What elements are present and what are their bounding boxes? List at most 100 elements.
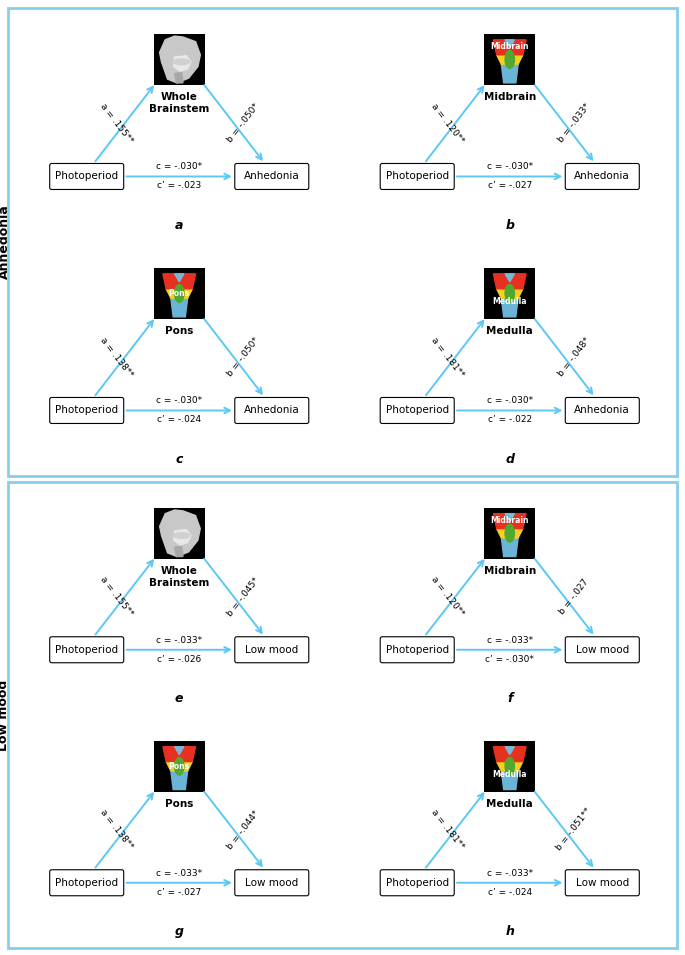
FancyBboxPatch shape bbox=[380, 870, 454, 896]
Text: b = -.050*: b = -.050* bbox=[226, 336, 262, 378]
Text: Photoperiod: Photoperiod bbox=[386, 406, 449, 415]
Polygon shape bbox=[175, 546, 183, 557]
Text: Low mood: Low mood bbox=[575, 878, 629, 888]
FancyBboxPatch shape bbox=[50, 870, 124, 896]
Text: b = -.027: b = -.027 bbox=[558, 577, 590, 616]
Text: f: f bbox=[507, 692, 512, 705]
Text: Medulla: Medulla bbox=[486, 327, 533, 336]
Text: c = -.030*: c = -.030* bbox=[156, 162, 202, 172]
Polygon shape bbox=[501, 64, 518, 83]
Polygon shape bbox=[175, 73, 183, 83]
Text: Midbrain: Midbrain bbox=[490, 42, 529, 51]
Text: c’ = -.024: c’ = -.024 bbox=[488, 888, 532, 897]
FancyBboxPatch shape bbox=[50, 637, 124, 663]
FancyBboxPatch shape bbox=[8, 482, 677, 948]
Text: Anhedonia: Anhedonia bbox=[244, 172, 299, 181]
Text: a = .138**: a = .138** bbox=[99, 808, 135, 851]
Text: b = -.033*: b = -.033* bbox=[556, 102, 592, 144]
Text: Low mood: Low mood bbox=[245, 878, 299, 888]
Text: Photoperiod: Photoperiod bbox=[386, 878, 449, 888]
Text: c’ = -.024: c’ = -.024 bbox=[157, 415, 201, 424]
Text: Photoperiod: Photoperiod bbox=[386, 645, 449, 655]
FancyBboxPatch shape bbox=[235, 870, 309, 896]
Text: c = -.033*: c = -.033* bbox=[156, 869, 202, 878]
Text: h: h bbox=[506, 925, 514, 938]
Text: Photoperiod: Photoperiod bbox=[386, 172, 449, 181]
Polygon shape bbox=[493, 747, 526, 761]
Polygon shape bbox=[166, 288, 192, 298]
Text: Medulla: Medulla bbox=[493, 297, 527, 307]
Text: a = .120**: a = .120** bbox=[429, 101, 465, 145]
Polygon shape bbox=[493, 274, 526, 288]
FancyBboxPatch shape bbox=[153, 508, 205, 559]
Polygon shape bbox=[163, 747, 195, 761]
FancyBboxPatch shape bbox=[153, 267, 205, 319]
Text: c’ = -.022: c’ = -.022 bbox=[488, 415, 532, 424]
Text: Anhedonia: Anhedonia bbox=[244, 406, 299, 415]
Text: b = -.050*: b = -.050* bbox=[226, 102, 262, 144]
Ellipse shape bbox=[175, 757, 184, 775]
FancyBboxPatch shape bbox=[484, 508, 536, 559]
FancyBboxPatch shape bbox=[380, 163, 454, 189]
Text: c’ = -.030*: c’ = -.030* bbox=[485, 655, 534, 664]
FancyBboxPatch shape bbox=[380, 637, 454, 663]
Text: Low mood: Low mood bbox=[575, 645, 629, 655]
Text: c = -.033*: c = -.033* bbox=[156, 636, 202, 645]
Text: Midbrain: Midbrain bbox=[484, 566, 536, 576]
Polygon shape bbox=[497, 288, 523, 298]
Polygon shape bbox=[501, 538, 518, 557]
Polygon shape bbox=[160, 510, 200, 557]
Text: Pons: Pons bbox=[169, 289, 190, 298]
Polygon shape bbox=[173, 55, 191, 72]
Text: c’ = -.027: c’ = -.027 bbox=[488, 181, 532, 190]
Text: e: e bbox=[175, 692, 184, 705]
FancyBboxPatch shape bbox=[484, 267, 536, 319]
Ellipse shape bbox=[505, 285, 514, 303]
Polygon shape bbox=[505, 274, 514, 282]
Text: b = -.045*: b = -.045* bbox=[226, 576, 262, 618]
FancyBboxPatch shape bbox=[50, 397, 124, 423]
Text: b = -.044*: b = -.044* bbox=[226, 809, 262, 851]
FancyBboxPatch shape bbox=[153, 741, 205, 792]
Polygon shape bbox=[163, 274, 196, 288]
FancyBboxPatch shape bbox=[8, 8, 677, 476]
Text: Anhedonia: Anhedonia bbox=[0, 204, 10, 280]
Text: Midbrain: Midbrain bbox=[484, 93, 536, 102]
Polygon shape bbox=[171, 298, 188, 317]
Text: c’ = -.026: c’ = -.026 bbox=[157, 655, 201, 664]
Ellipse shape bbox=[173, 533, 190, 539]
FancyBboxPatch shape bbox=[50, 163, 124, 189]
Text: c: c bbox=[175, 453, 183, 466]
FancyBboxPatch shape bbox=[235, 397, 309, 423]
Text: Photoperiod: Photoperiod bbox=[55, 878, 119, 888]
Polygon shape bbox=[171, 771, 188, 790]
Text: c = -.030*: c = -.030* bbox=[486, 162, 533, 172]
FancyBboxPatch shape bbox=[484, 33, 536, 85]
Polygon shape bbox=[497, 529, 523, 538]
Text: Medulla: Medulla bbox=[493, 770, 527, 779]
Text: Photoperiod: Photoperiod bbox=[55, 645, 119, 655]
Text: b = -.048*: b = -.048* bbox=[556, 336, 592, 378]
Text: Anhedonia: Anhedonia bbox=[575, 172, 630, 181]
FancyBboxPatch shape bbox=[153, 33, 205, 85]
Text: b = -.051**: b = -.051** bbox=[555, 807, 593, 853]
Text: Pons: Pons bbox=[165, 799, 193, 809]
Ellipse shape bbox=[505, 51, 514, 69]
Polygon shape bbox=[160, 36, 200, 83]
Text: Photoperiod: Photoperiod bbox=[55, 406, 119, 415]
Text: a = .138**: a = .138** bbox=[99, 335, 135, 379]
FancyBboxPatch shape bbox=[565, 637, 639, 663]
Polygon shape bbox=[175, 747, 184, 754]
Polygon shape bbox=[175, 274, 184, 282]
Ellipse shape bbox=[175, 285, 184, 303]
Text: c = -.030*: c = -.030* bbox=[486, 396, 533, 406]
Text: c’ = -.023: c’ = -.023 bbox=[157, 181, 201, 190]
Text: c’ = -.027: c’ = -.027 bbox=[157, 888, 201, 897]
Text: b: b bbox=[506, 219, 514, 232]
Ellipse shape bbox=[505, 524, 514, 542]
FancyBboxPatch shape bbox=[380, 397, 454, 423]
Text: a: a bbox=[175, 219, 184, 232]
Text: d: d bbox=[506, 453, 514, 466]
Polygon shape bbox=[501, 298, 518, 317]
Ellipse shape bbox=[173, 59, 190, 65]
